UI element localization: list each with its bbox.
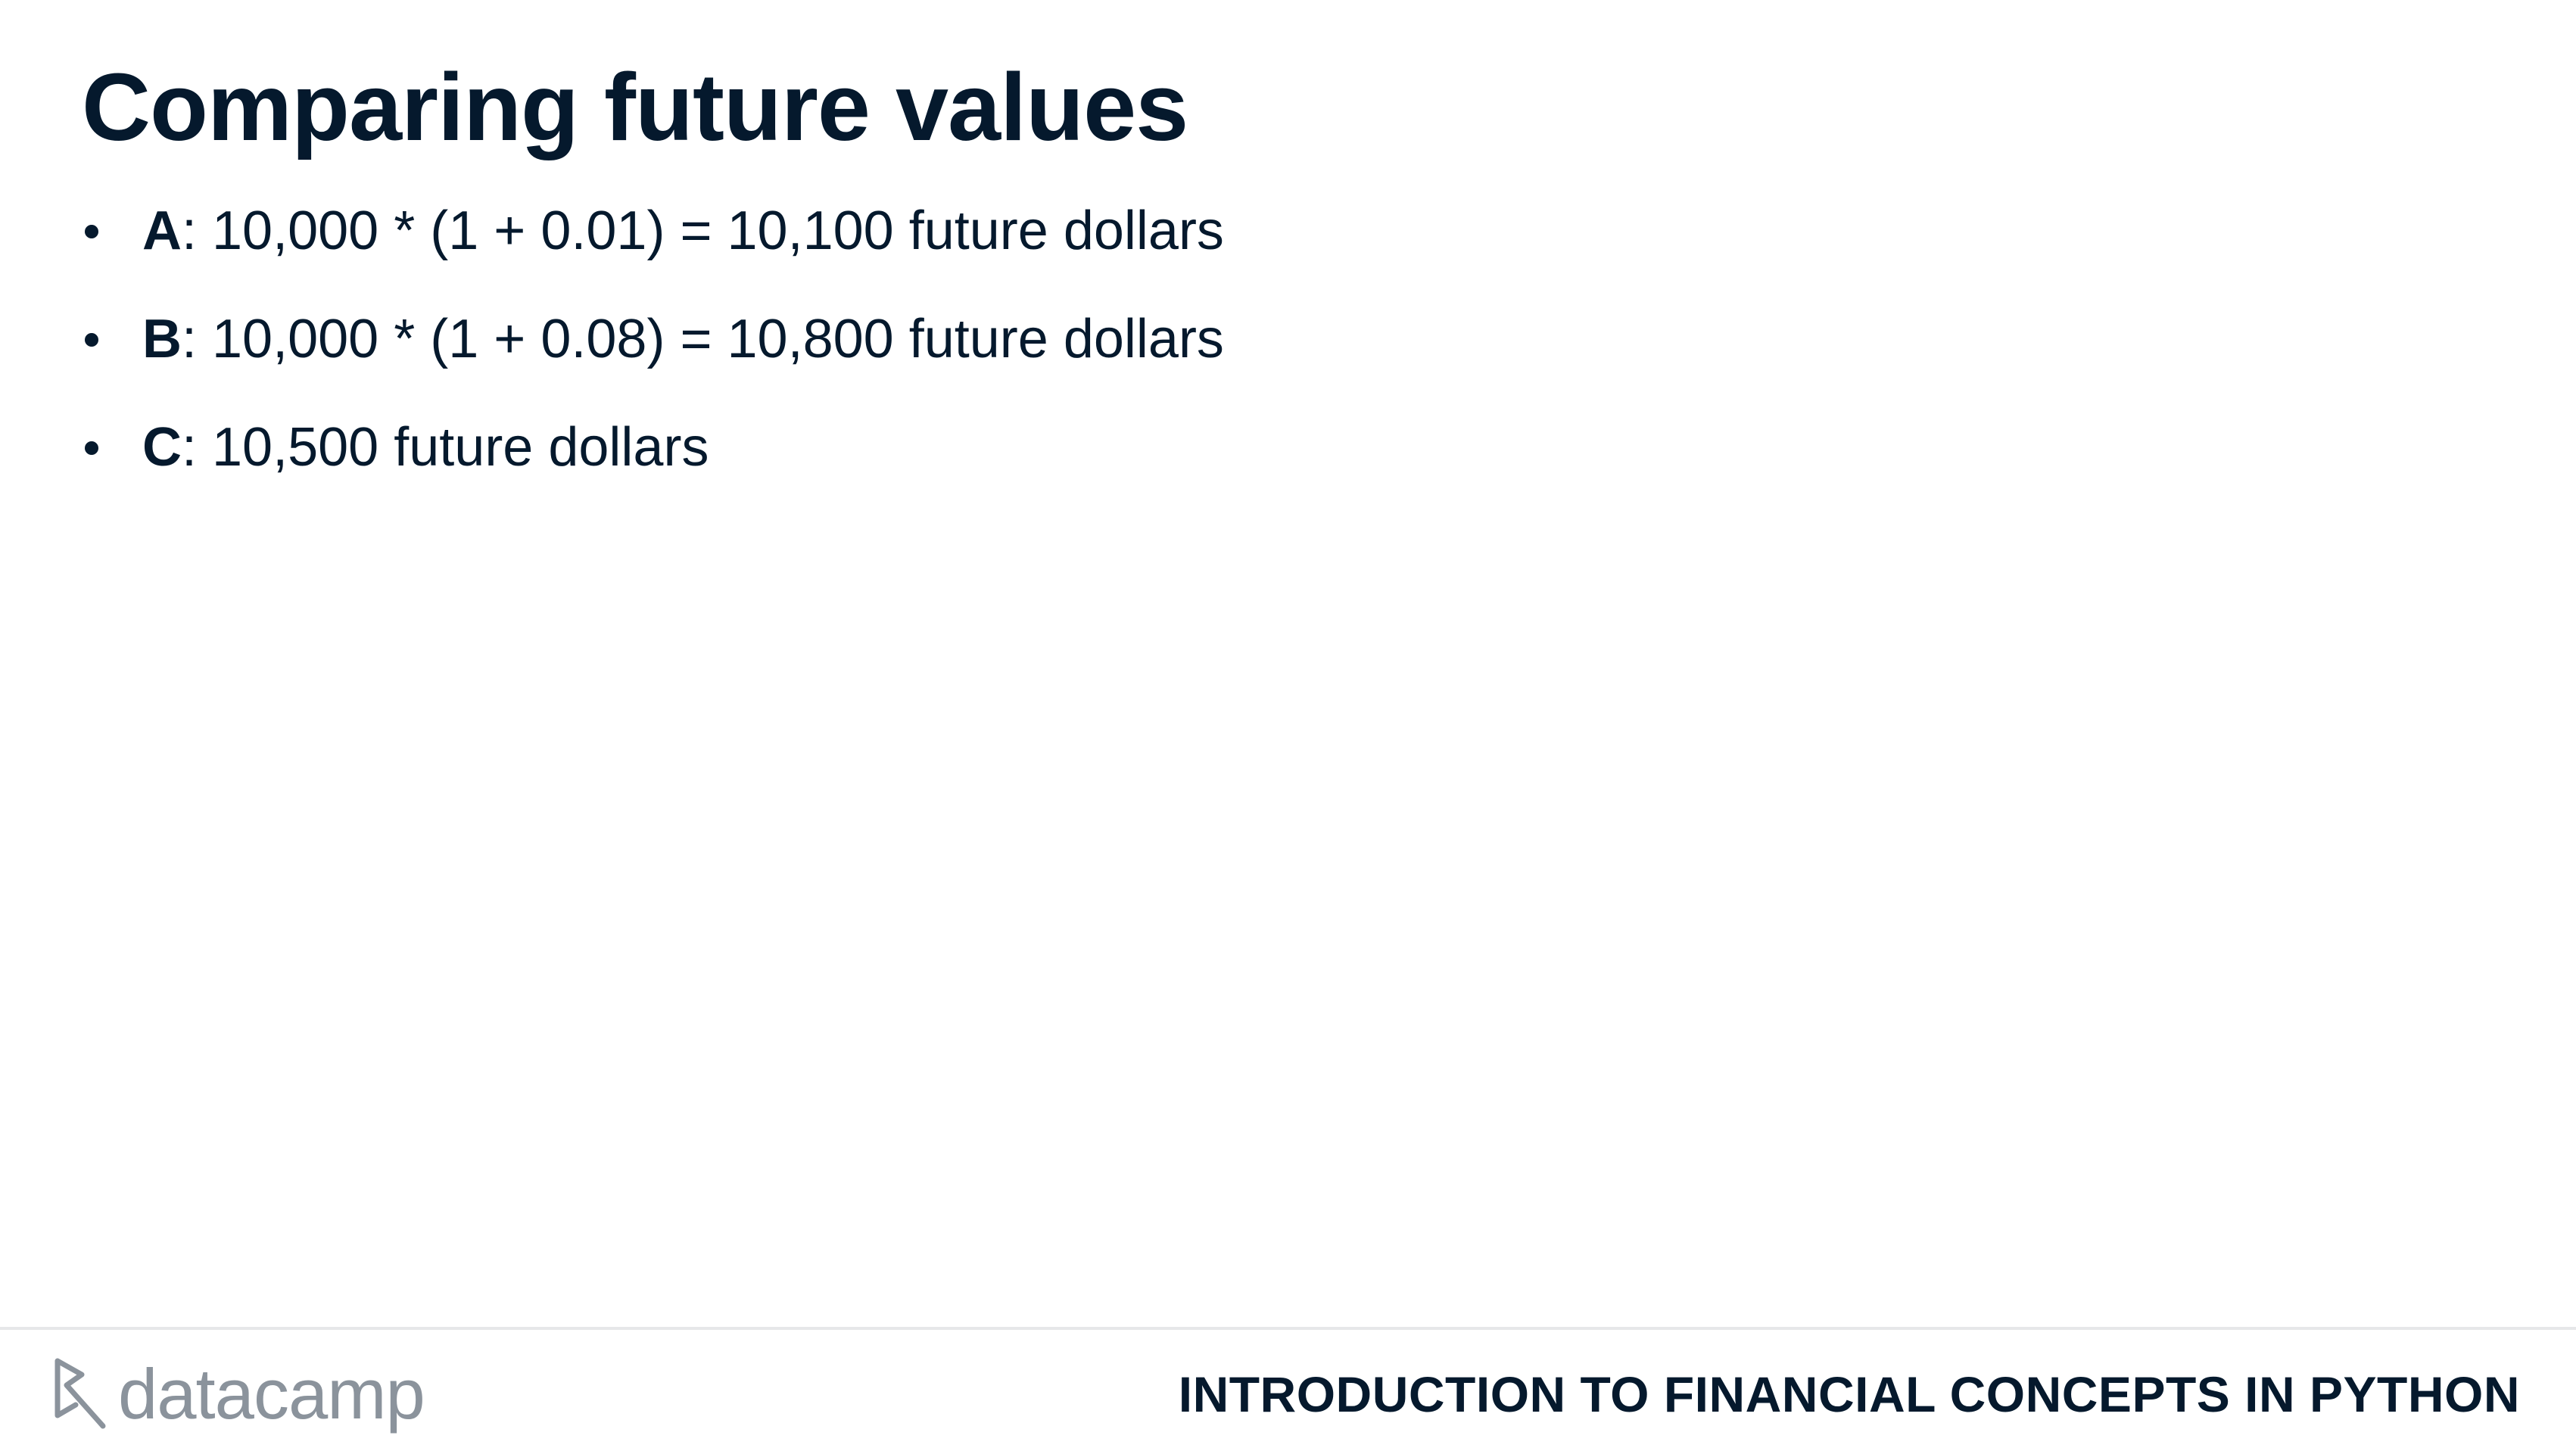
bullet-key: A (142, 201, 182, 261)
course-title: INTRODUCTION TO FINANCIAL CONCEPTS IN PY… (1178, 1366, 2520, 1422)
datacamp-logo-icon (55, 1358, 106, 1429)
bullet-list: A: 10,000 * (1 + 0.01) = 10,100 future d… (82, 193, 1224, 518)
bullet-key: B (142, 309, 182, 369)
bullet-dot-icon (85, 225, 98, 238)
bullet-text: : 10,000 * (1 + 0.01) = 10,100 future do… (182, 201, 1224, 261)
bullet-dot-icon (85, 441, 98, 455)
logo-text: datacamp (118, 1354, 425, 1434)
slide-title: Comparing future values (82, 54, 1188, 160)
bullet-item-b: B: 10,000 * (1 + 0.08) = 10,800 future d… (82, 301, 1224, 409)
bullet-item-c: C: 10,500 future dollars (82, 409, 1224, 518)
bullet-dot-icon (85, 333, 98, 347)
bullet-text: : 10,000 * (1 + 0.08) = 10,800 future do… (182, 309, 1224, 369)
footer: datacamp INTRODUCTION TO FINANCIAL CONCE… (0, 1327, 2576, 1451)
bullet-text: : 10,500 future dollars (182, 417, 709, 478)
datacamp-logo: datacamp (51, 1353, 425, 1436)
bullet-item-a: A: 10,000 * (1 + 0.01) = 10,100 future d… (82, 193, 1224, 301)
bullet-key: C (142, 417, 182, 478)
